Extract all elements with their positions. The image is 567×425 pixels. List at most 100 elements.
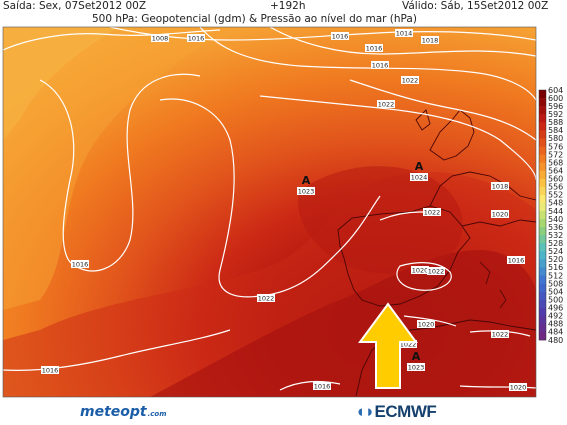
colorbar-tick: 584 bbox=[548, 126, 563, 135]
colorbar-swatch bbox=[539, 315, 546, 325]
colorbar-tick: 520 bbox=[548, 255, 563, 264]
colorbar-swatch bbox=[539, 114, 546, 123]
colorbar-swatch bbox=[539, 154, 546, 163]
colorbar-tick: 516 bbox=[548, 263, 563, 272]
colorbar-swatch bbox=[539, 283, 546, 292]
svg-text:1022: 1022 bbox=[258, 294, 275, 302]
isobar-label: 1016 bbox=[71, 260, 89, 268]
colorbar-swatch bbox=[539, 299, 546, 309]
svg-text:1020: 1020 bbox=[412, 266, 429, 274]
isobar-label: 1016 bbox=[507, 256, 525, 264]
colorbar-tick: 556 bbox=[548, 183, 563, 192]
svg-text:1022: 1022 bbox=[492, 330, 509, 338]
isobar-label: 1016 bbox=[187, 34, 205, 42]
isobar-label: 1014 bbox=[395, 29, 413, 37]
colorbar-swatch bbox=[539, 219, 546, 228]
colorbar-tick: 480 bbox=[548, 336, 563, 345]
svg-text:1008: 1008 bbox=[152, 34, 169, 42]
valid-label: Válido: Sáb, 15Set2012 00Z bbox=[402, 0, 549, 12]
colorbar-tick: 500 bbox=[548, 295, 563, 304]
svg-text:1016: 1016 bbox=[508, 256, 525, 264]
colorbar-swatch bbox=[539, 291, 546, 300]
colorbar-tick: 504 bbox=[548, 287, 563, 296]
svg-text:1016: 1016 bbox=[366, 44, 383, 52]
colorbar-tick: 548 bbox=[548, 199, 563, 208]
colorbar-swatch bbox=[539, 259, 546, 268]
arrow-indicator bbox=[358, 302, 418, 389]
svg-text:1020: 1020 bbox=[510, 383, 527, 391]
colorbar-swatch bbox=[539, 146, 546, 155]
colorbar-swatch bbox=[539, 331, 546, 341]
colorbar-tick: 604 bbox=[548, 86, 563, 95]
svg-text:1023: 1023 bbox=[298, 188, 315, 196]
isobar-label: 1022 bbox=[257, 294, 275, 302]
ecmwf-logo: ◖◗ECMWF bbox=[355, 402, 437, 421]
colorbar-swatch bbox=[539, 90, 546, 99]
svg-text:1022: 1022 bbox=[424, 208, 441, 216]
colorbar-tick: 568 bbox=[548, 158, 563, 167]
colorbar-tick: 580 bbox=[548, 134, 563, 143]
colorbar-tick: 484 bbox=[548, 328, 563, 337]
isobars bbox=[3, 27, 536, 391]
svg-text:1016: 1016 bbox=[314, 382, 331, 390]
colorbar-tick: 488 bbox=[548, 320, 563, 329]
colorbar-swatch bbox=[539, 227, 546, 236]
isobar-label: 1022 bbox=[401, 76, 419, 84]
svg-text:1016: 1016 bbox=[42, 366, 59, 374]
colorbar-tick: 508 bbox=[548, 279, 563, 288]
svg-text:1018: 1018 bbox=[492, 182, 509, 190]
colorbar-tick: 492 bbox=[548, 312, 563, 321]
colorbar-swatch bbox=[539, 170, 546, 180]
svg-text:A: A bbox=[415, 160, 424, 173]
meteopt-logo: meteopt.com bbox=[80, 404, 167, 420]
svg-text:1022: 1022 bbox=[378, 100, 395, 108]
isobar-label: 1022 bbox=[423, 208, 441, 216]
colorbar-swatch bbox=[539, 275, 546, 284]
colorbar-tick: 596 bbox=[548, 102, 563, 111]
colorbar-tick: 576 bbox=[548, 142, 563, 151]
svg-text:1014: 1014 bbox=[396, 29, 413, 37]
isobar-label: 1016 bbox=[371, 61, 389, 69]
isobar-label: 1022 bbox=[427, 267, 445, 275]
colorbar-swatch bbox=[539, 267, 546, 276]
colorbar-swatch bbox=[539, 235, 546, 244]
colorbar-swatch bbox=[539, 243, 546, 252]
colorbar-swatch bbox=[539, 130, 546, 139]
colorbar-tick: 496 bbox=[548, 304, 563, 313]
colorbar-swatch bbox=[539, 186, 546, 196]
colorbar-swatch bbox=[539, 307, 546, 317]
svg-text:1016: 1016 bbox=[188, 34, 205, 42]
svg-text:1023: 1023 bbox=[408, 364, 425, 372]
colorbar-swatch bbox=[539, 210, 546, 220]
isobar-label: 1020 bbox=[417, 320, 435, 328]
colorbar-tick: 536 bbox=[548, 223, 563, 232]
colorbar-tick: 524 bbox=[548, 247, 563, 256]
colorbar: 6046005965925885845805765725685645605565… bbox=[538, 86, 563, 345]
svg-text:1022: 1022 bbox=[402, 76, 419, 84]
isobar-label: 1016 bbox=[41, 366, 59, 374]
issued-label: Saída: Sex, 07Set2012 00Z bbox=[3, 0, 147, 12]
colorbar-tick: 544 bbox=[548, 207, 563, 216]
svg-text:A: A bbox=[412, 350, 421, 363]
svg-text:1022: 1022 bbox=[400, 340, 417, 348]
colorbar-swatch bbox=[539, 194, 546, 204]
colorbar-swatch bbox=[539, 162, 546, 171]
isobar-label: 1020 bbox=[411, 266, 429, 274]
colorbar-swatch bbox=[539, 138, 546, 147]
colorbar-tick: 592 bbox=[548, 110, 563, 119]
colorbar-tick: 540 bbox=[548, 215, 563, 224]
france-coast bbox=[429, 171, 536, 227]
lead-time-label: +192h bbox=[270, 0, 306, 12]
isobar-label: 1016 bbox=[365, 44, 383, 52]
isobar-label: 1020 bbox=[509, 383, 527, 391]
isobar-label: 1016 bbox=[331, 32, 349, 40]
isobar-label: 1022 bbox=[491, 330, 509, 338]
svg-text:1018: 1018 bbox=[422, 36, 439, 44]
colorbar-swatch bbox=[539, 98, 546, 107]
colorbar-swatch bbox=[539, 202, 546, 212]
